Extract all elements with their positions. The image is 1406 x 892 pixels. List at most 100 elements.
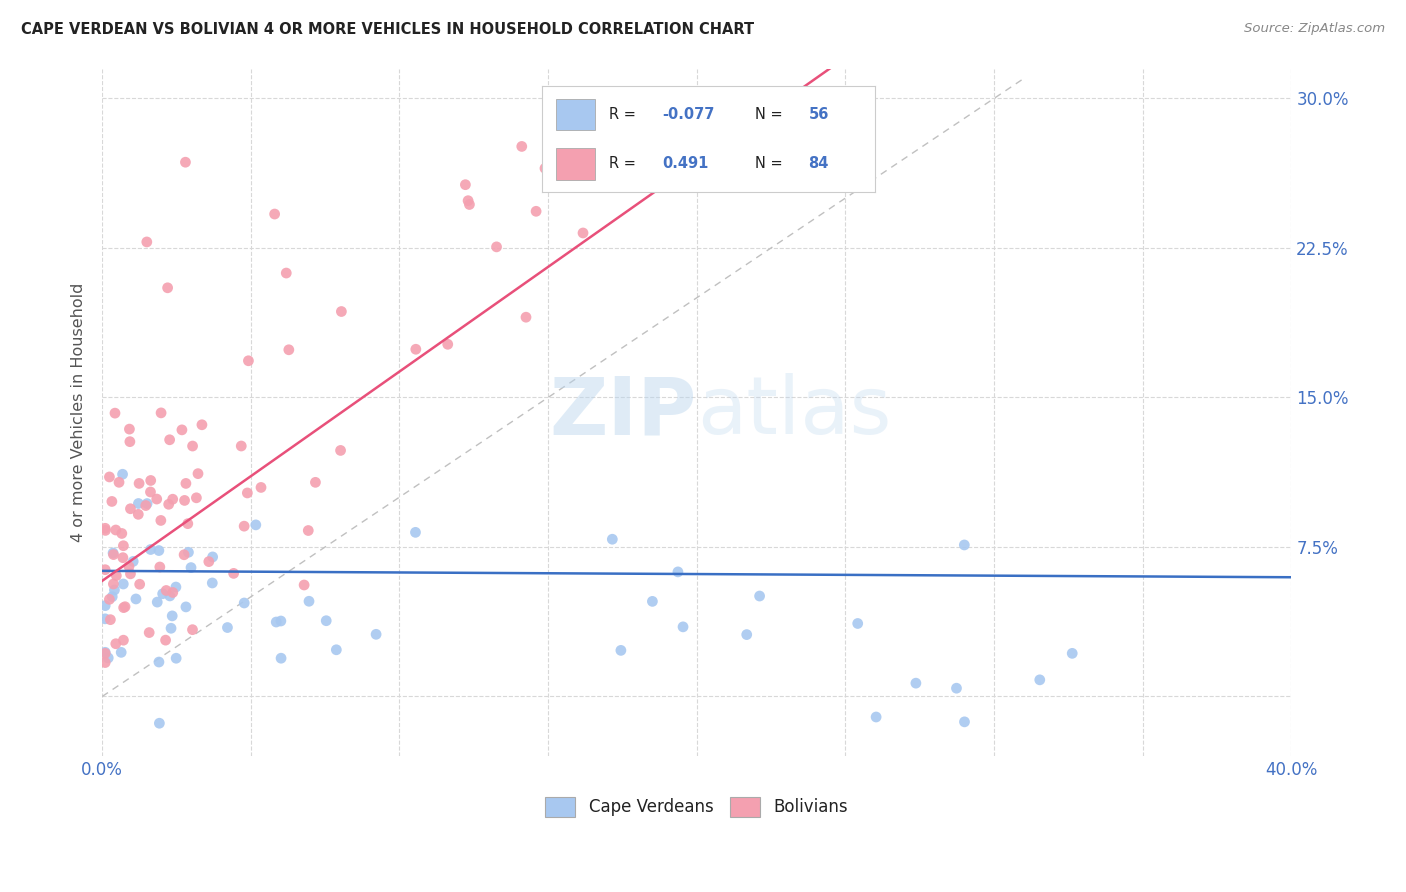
Point — [329, 443, 352, 458]
Text: ZIP: ZIP — [550, 374, 697, 451]
Point — [108, 475, 131, 490]
Point — [270, 651, 292, 665]
Point — [672, 620, 695, 634]
Point — [139, 485, 162, 500]
Point — [454, 178, 477, 192]
Point — [457, 194, 479, 208]
Point — [94, 656, 117, 670]
Point — [111, 526, 134, 541]
Point — [198, 555, 221, 569]
Point — [180, 560, 202, 574]
Point — [156, 281, 179, 295]
Point — [135, 235, 157, 249]
Y-axis label: 4 or more Vehicles in Household: 4 or more Vehicles in Household — [72, 283, 86, 542]
Point — [217, 621, 239, 635]
Point — [748, 589, 770, 603]
Point — [103, 548, 125, 562]
Legend: Cape Verdeans, Bolivians: Cape Verdeans, Bolivians — [538, 790, 855, 823]
Point — [94, 563, 117, 577]
Point — [94, 524, 117, 538]
Point — [101, 494, 124, 508]
Point — [155, 583, 177, 598]
Text: atlas: atlas — [697, 374, 891, 451]
Point — [315, 614, 337, 628]
Point — [174, 476, 197, 491]
Point — [139, 474, 162, 488]
Point — [135, 499, 157, 513]
Point — [174, 155, 197, 169]
Point — [94, 599, 117, 613]
Point — [160, 621, 183, 635]
Point — [128, 476, 150, 491]
Point — [105, 568, 128, 582]
Point — [325, 642, 347, 657]
Point — [128, 577, 150, 591]
Point — [112, 539, 135, 553]
Point — [904, 676, 927, 690]
Point — [111, 467, 134, 482]
Point — [236, 486, 259, 500]
Point — [405, 343, 427, 357]
Point — [157, 497, 180, 511]
Point — [101, 590, 124, 604]
Point — [222, 566, 245, 581]
Point — [174, 599, 197, 614]
Point — [524, 204, 547, 219]
Point — [186, 491, 208, 505]
Point — [155, 633, 177, 648]
Point — [233, 596, 256, 610]
Point — [127, 508, 149, 522]
Point — [160, 608, 183, 623]
Point — [187, 467, 209, 481]
Point — [250, 480, 273, 494]
Point — [641, 594, 664, 608]
Point — [1029, 673, 1052, 687]
Point — [298, 594, 321, 608]
Point — [177, 516, 200, 531]
Point — [122, 554, 145, 568]
Point — [125, 591, 148, 606]
Point — [201, 549, 224, 564]
Point — [146, 595, 169, 609]
Point — [245, 517, 267, 532]
Point — [98, 592, 121, 607]
Point — [177, 545, 200, 559]
Point — [148, 716, 170, 731]
Point — [515, 310, 537, 325]
Point — [139, 542, 162, 557]
Point — [152, 587, 174, 601]
Point — [602, 533, 624, 547]
Point — [735, 627, 758, 641]
Point — [98, 470, 121, 484]
Point — [104, 406, 127, 420]
Point — [94, 612, 117, 626]
Text: Source: ZipAtlas.com: Source: ZipAtlas.com — [1244, 22, 1385, 36]
Point — [181, 439, 204, 453]
Point — [162, 492, 184, 507]
Point — [110, 645, 132, 659]
Point — [270, 614, 292, 628]
Point — [534, 161, 557, 176]
Point — [405, 525, 427, 540]
Point — [101, 546, 124, 560]
Point — [118, 559, 141, 574]
Point — [103, 577, 125, 591]
Text: CAPE VERDEAN VS BOLIVIAN 4 OR MORE VEHICLES IN HOUSEHOLD CORRELATION CHART: CAPE VERDEAN VS BOLIVIAN 4 OR MORE VEHIC… — [21, 22, 754, 37]
Point — [263, 207, 285, 221]
Point — [111, 550, 134, 565]
Point — [233, 519, 256, 533]
Point — [846, 616, 869, 631]
Point — [159, 589, 181, 603]
Point — [112, 600, 135, 615]
Point — [138, 625, 160, 640]
Point — [145, 491, 167, 506]
Point — [666, 565, 689, 579]
Point — [364, 627, 387, 641]
Point — [953, 538, 976, 552]
Point — [277, 343, 299, 357]
Point — [94, 521, 117, 535]
Point — [136, 497, 159, 511]
Point — [292, 578, 315, 592]
Point — [149, 560, 172, 574]
Point — [238, 353, 260, 368]
